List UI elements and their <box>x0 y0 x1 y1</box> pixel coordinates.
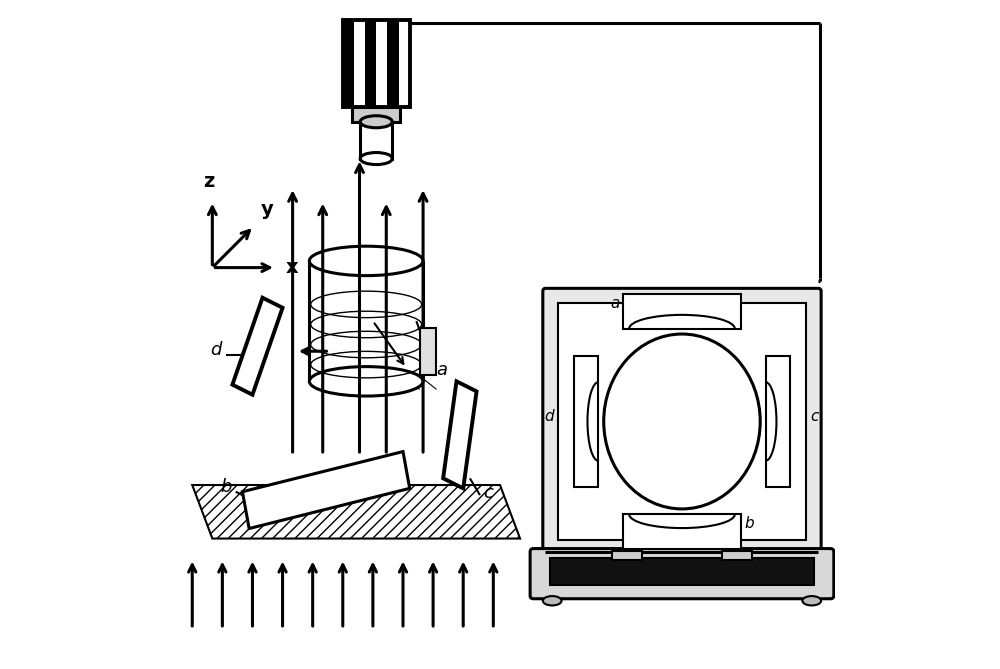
Polygon shape <box>242 452 410 529</box>
Ellipse shape <box>543 596 562 605</box>
Bar <box>360 122 392 159</box>
Text: x: x <box>286 258 299 277</box>
Polygon shape <box>443 381 477 488</box>
Text: c: c <box>483 484 493 502</box>
Ellipse shape <box>309 367 423 396</box>
Text: z: z <box>203 172 215 191</box>
Bar <box>399 20 410 107</box>
Bar <box>387 20 399 107</box>
Text: y: y <box>260 201 273 219</box>
Bar <box>550 559 814 585</box>
FancyBboxPatch shape <box>543 288 821 555</box>
Bar <box>420 328 436 375</box>
Text: c: c <box>810 409 818 424</box>
Bar <box>376 20 387 107</box>
Text: d: d <box>210 341 221 359</box>
Bar <box>623 294 741 328</box>
Ellipse shape <box>309 246 423 276</box>
Bar <box>343 20 410 107</box>
Ellipse shape <box>360 116 392 128</box>
Bar <box>352 107 400 122</box>
FancyBboxPatch shape <box>530 549 834 599</box>
Bar <box>343 20 354 107</box>
Bar <box>354 20 365 107</box>
Text: b: b <box>744 516 754 531</box>
Text: a: a <box>436 361 447 379</box>
Text: a: a <box>611 296 620 311</box>
Bar <box>365 20 376 107</box>
Bar <box>574 356 598 487</box>
Bar <box>612 551 642 560</box>
Bar <box>766 356 790 487</box>
Text: d: d <box>544 409 554 424</box>
Ellipse shape <box>360 153 392 165</box>
Polygon shape <box>232 298 283 395</box>
Bar <box>722 551 752 560</box>
Ellipse shape <box>802 596 821 605</box>
Bar <box>558 303 806 540</box>
Bar <box>623 514 741 549</box>
Text: b: b <box>220 478 231 496</box>
